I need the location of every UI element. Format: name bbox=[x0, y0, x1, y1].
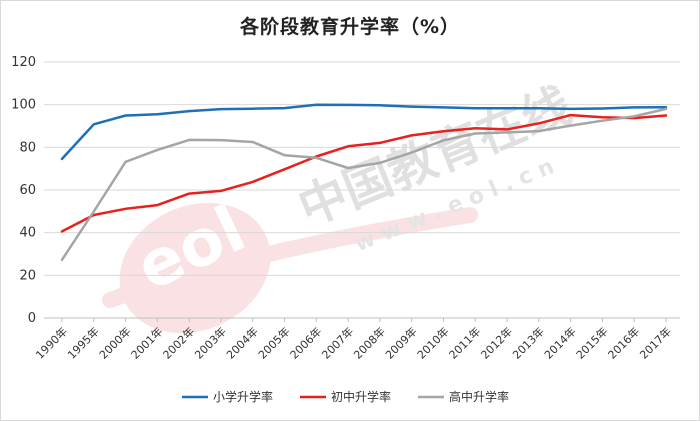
x-tick-label: 2008年 bbox=[351, 324, 388, 361]
x-tick-label: 1995年 bbox=[64, 324, 101, 361]
legend-label: 小学升学率 bbox=[213, 389, 273, 404]
x-tick-label: 2000年 bbox=[96, 324, 133, 361]
x-tick-label: 2012年 bbox=[478, 324, 515, 361]
x-tick-label: 2014年 bbox=[541, 324, 578, 361]
x-tick-label: 2001年 bbox=[128, 324, 165, 361]
x-tick-label: 2017年 bbox=[637, 324, 674, 361]
x-tick-label: 2010年 bbox=[414, 324, 451, 361]
legend: 小学升学率 初中升学率 高中升学率 bbox=[182, 389, 509, 404]
y-tick-label: 60 bbox=[19, 183, 36, 198]
series-line bbox=[60, 107, 668, 262]
eol-watermark: eol 中国教育在线 w w w . e o l . c n bbox=[102, 77, 579, 334]
x-tick-label: 2009年 bbox=[382, 324, 419, 361]
series-line bbox=[60, 113, 668, 233]
series-lines bbox=[60, 103, 668, 262]
x-tick-label: 2007年 bbox=[319, 324, 356, 361]
y-axis: 0 20 40 60 80 100 120 bbox=[11, 55, 36, 326]
grid-lines bbox=[44, 61, 680, 319]
y-tick-label: 100 bbox=[11, 98, 36, 113]
y-tick-label: 20 bbox=[19, 268, 36, 283]
x-tick-label: 2005年 bbox=[255, 324, 292, 361]
x-axis: 1990年1995年2000年2001年2002年2003年2004年2005年… bbox=[33, 318, 674, 362]
x-tick-label: 1990年 bbox=[33, 324, 70, 361]
legend-label: 初中升学率 bbox=[331, 389, 391, 404]
y-tick-label: 0 bbox=[28, 311, 36, 326]
x-tick-label: 2013年 bbox=[509, 324, 546, 361]
legend-label: 高中升学率 bbox=[449, 389, 509, 404]
x-tick-label: 2006年 bbox=[287, 324, 324, 361]
x-tick-label: 2011年 bbox=[446, 324, 483, 361]
x-tick-label: 2015年 bbox=[573, 324, 610, 361]
y-tick-label: 120 bbox=[11, 55, 36, 70]
series-line bbox=[60, 103, 668, 161]
y-tick-label: 80 bbox=[19, 140, 36, 155]
x-tick-label: 2004年 bbox=[223, 324, 260, 361]
x-tick-label: 2016年 bbox=[605, 324, 642, 361]
chart-title: 各阶段教育升学率（%） bbox=[239, 16, 461, 38]
y-tick-label: 40 bbox=[19, 226, 36, 241]
